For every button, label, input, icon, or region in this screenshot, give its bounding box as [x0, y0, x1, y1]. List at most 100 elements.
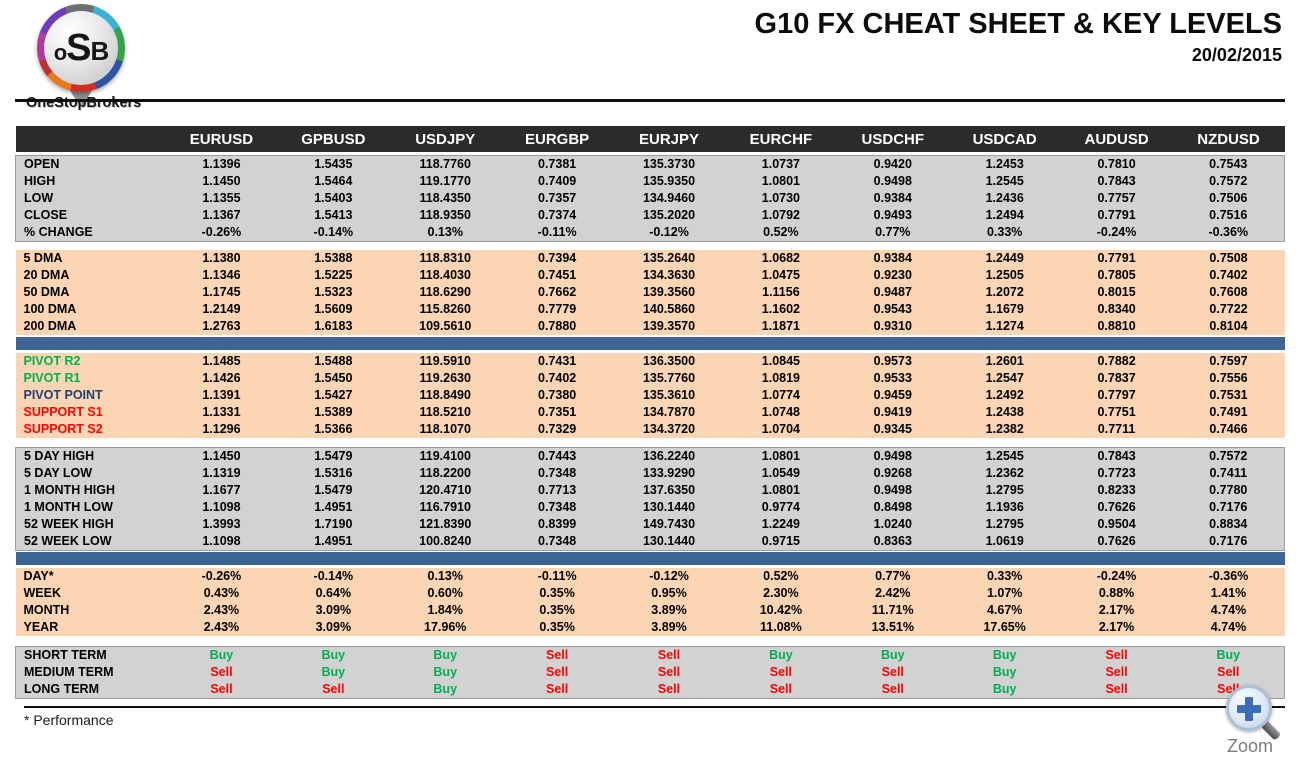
- cell: 1.5403: [277, 189, 390, 207]
- cell: Sell: [1172, 663, 1285, 681]
- cell: -0.26%: [165, 223, 278, 241]
- cell: 0.7791: [1060, 206, 1173, 224]
- cell: 1.2547: [948, 370, 1061, 387]
- cell: 0.7531: [1172, 387, 1285, 404]
- cell: 0.9419: [836, 404, 949, 421]
- cell: 3.09%: [277, 619, 390, 636]
- cell: 0.7357: [501, 189, 614, 207]
- cell: 1.0240: [836, 515, 949, 533]
- cell: 0.9498: [836, 447, 949, 465]
- cell: 118.5210: [389, 404, 502, 421]
- table-row: PIVOT R2 1.1485 1.5488 119.5910 0.7431 136.35…: [15, 353, 1285, 370]
- cell: 1.2362: [948, 464, 1061, 482]
- table-row: 100 DMA 1.2149 1.5609 115.8260 0.7779 140.586…: [15, 301, 1285, 318]
- cell: Sell: [613, 680, 725, 698]
- osb-pin-icon: oSB: [37, 4, 125, 108]
- cell: 1.2545: [948, 172, 1061, 190]
- cell: 0.7351: [501, 404, 614, 421]
- row-label: LONG TERM: [15, 680, 166, 698]
- cell: 0.9543: [836, 301, 949, 318]
- table-section-peach: PIVOT R2 1.1485 1.5488 119.5910 0.7431 136.35…: [15, 353, 1285, 438]
- cell: Buy: [1172, 646, 1285, 664]
- row-label: 52 WEEK LOW: [15, 532, 166, 550]
- cell: 0.7491: [1172, 404, 1285, 421]
- cell: Buy: [948, 663, 1061, 681]
- cell: -0.36%: [1172, 223, 1285, 241]
- cell: 0.9487: [836, 284, 949, 301]
- cell: -0.11%: [501, 568, 614, 585]
- cell: Sell: [836, 663, 949, 681]
- cell: 0.7556: [1172, 370, 1285, 387]
- performance-footnote: * Performance: [24, 712, 114, 728]
- cell: Sell: [277, 680, 390, 698]
- cell: 118.6290: [389, 284, 502, 301]
- row-label: 5 DMA: [15, 250, 166, 267]
- logo-badge: oSB: [44, 11, 118, 85]
- header-row: EURUSD GPBUSD USDJPY EURGBP EURJPY EURCHF USDC…: [15, 126, 1285, 152]
- cell: 1.1677: [165, 481, 278, 499]
- cell: 135.3610: [613, 387, 725, 404]
- cell: 1.1450: [165, 172, 278, 190]
- cell: 1.1274: [948, 318, 1061, 335]
- cell: 11.08%: [724, 619, 837, 636]
- cell: 0.7374: [501, 206, 614, 224]
- magnifier-plus-icon[interactable]: [1226, 685, 1282, 741]
- cell: Buy: [277, 663, 390, 681]
- fx-table-wrap: EURUSD GPBUSD USDJPY EURGBP EURJPY EURCHF USDC…: [15, 126, 1285, 699]
- page-title: G10 FX CHEAT SHEET & KEY LEVELS: [754, 8, 1282, 40]
- cell: 0.7543: [1172, 155, 1285, 173]
- cell: 0.35%: [501, 602, 614, 619]
- cell: 0.9420: [836, 155, 949, 173]
- row-label: SUPPORT S1: [15, 404, 166, 421]
- table-section-peach: 5 DMA 1.1380 1.5388 118.8310 0.7394 135.2640 1…: [15, 250, 1285, 335]
- cell: 1.1367: [165, 206, 278, 224]
- row-label: CLOSE: [15, 206, 166, 224]
- spacer-cell: [15, 438, 1285, 447]
- cell: 1.5225: [277, 267, 390, 284]
- spacer-row: [15, 438, 1285, 447]
- spacer-cell: [15, 550, 1285, 552]
- cell: 118.8490: [389, 387, 502, 404]
- column-header: USDCAD: [948, 126, 1061, 152]
- cell: 109.5610: [389, 318, 502, 335]
- cell: 0.13%: [389, 568, 502, 585]
- cell: 1.2795: [948, 481, 1061, 499]
- cell: 0.77%: [836, 568, 949, 585]
- table-row: 5 DAY HIGH 1.1450 1.5479 119.4100 0.7443 136.…: [15, 447, 1285, 465]
- cell: 0.7843: [1060, 447, 1173, 465]
- cell: 1.2505: [948, 267, 1061, 284]
- cell: 0.7797: [1060, 387, 1173, 404]
- cell: Sell: [165, 663, 278, 681]
- cell: 0.77%: [836, 223, 949, 241]
- row-label: % CHANGE: [15, 223, 166, 241]
- cell: 0.7409: [501, 172, 614, 190]
- cell: 134.3630: [613, 267, 725, 284]
- cell: 1.2249: [724, 515, 837, 533]
- table-row: SHORT TERM Buy Buy Buy Sell Sell Buy Buy Buy Sell…: [15, 646, 1285, 664]
- cell: 1.1156: [724, 284, 837, 301]
- table-row: OPEN 1.1396 1.5435 118.7760 0.7381 135.3730 1.…: [15, 155, 1285, 173]
- cell: Buy: [948, 680, 1061, 698]
- cell: 0.7711: [1060, 421, 1173, 438]
- cell: Sell: [1060, 680, 1173, 698]
- cell: 1.0819: [724, 370, 837, 387]
- row-label: 1 MONTH LOW: [15, 498, 166, 516]
- table-row: MEDIUM TERM Sell Buy Buy Sell Sell Sell Sell Buy…: [15, 663, 1285, 681]
- cell: 0.7176: [1172, 498, 1285, 516]
- cell: 118.2200: [389, 464, 502, 482]
- cell: 1.2072: [948, 284, 1061, 301]
- cell: 130.1440: [613, 498, 725, 516]
- cell: 1.4951: [277, 498, 390, 516]
- cell: 0.8810: [1060, 318, 1173, 335]
- cell: 0.7443: [501, 447, 614, 465]
- cell: 140.5860: [613, 301, 725, 318]
- row-label: 200 DMA: [15, 318, 166, 335]
- row-label: PIVOT R1: [15, 370, 166, 387]
- table-section-peach: DAY* -0.26% -0.14% 0.13% -0.11% -0.12% 0.52% 0.…: [15, 568, 1285, 636]
- zoom-button[interactable]: Zoom: [1214, 685, 1286, 757]
- cell: 1.0801: [724, 447, 837, 465]
- row-label: MONTH: [15, 602, 166, 619]
- onestopbrokers-logo: oSB OneStopBrokers: [26, 4, 141, 111]
- table-row: 52 WEEK LOW 1.1098 1.4951 100.8240 0.7348 130…: [15, 532, 1285, 550]
- cell: 1.0704: [724, 421, 837, 438]
